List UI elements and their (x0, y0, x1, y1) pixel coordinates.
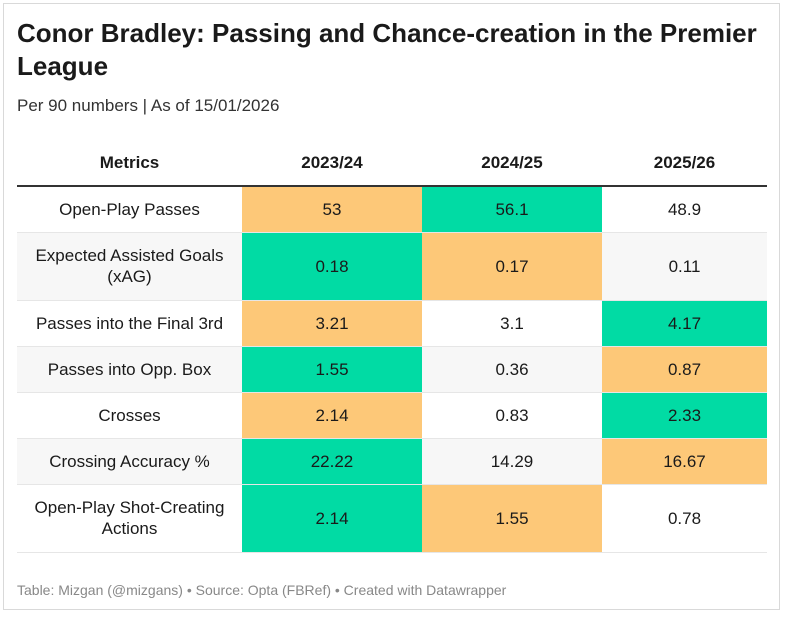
metric-label: Open-Play Passes (17, 186, 242, 233)
metrics-table: Metrics 2023/24 2024/25 2025/26 Open-Pla… (17, 141, 767, 553)
table-row: Open-Play Shot-Creating Actions 2.14 1.55 0… (17, 484, 767, 553)
value-cell: 3.1 (422, 300, 602, 347)
table-row: Crosses 2.14 0.83 2.33 (17, 392, 767, 439)
value-cell: 0.18 (242, 232, 422, 301)
metric-label: Passes into the Final 3rd (17, 300, 242, 347)
metric-label: Expected Assisted Goals (xAG) (17, 232, 242, 301)
value-cell: 0.11 (602, 232, 767, 301)
table-row: Crossing Accuracy % 22.22 14.29 16.67 (17, 438, 767, 485)
chart-title: Conor Bradley: Passing and Chance-creati… (17, 18, 757, 81)
chart-footer: Table: Mizgan (@mizgans) • Source: Opta … (17, 582, 507, 598)
value-cell: 22.22 (242, 438, 422, 485)
column-header-2023-24[interactable]: 2023/24 (242, 141, 422, 187)
value-cell: 56.1 (422, 186, 602, 233)
metric-label: Crosses (17, 392, 242, 439)
value-cell: 0.17 (422, 232, 602, 301)
value-cell: 53 (242, 186, 422, 233)
table-row: Open-Play Passes 53 56.1 48.9 (17, 186, 767, 233)
column-header-metrics[interactable]: Metrics (17, 141, 242, 187)
column-header-2025-26[interactable]: 2025/26 (602, 141, 767, 187)
value-cell: 14.29 (422, 438, 602, 485)
metric-label: Passes into Opp. Box (17, 346, 242, 393)
value-cell: 1.55 (242, 346, 422, 393)
table-body: Open-Play Passes 53 56.1 48.9 Expected Assis… (17, 186, 767, 553)
metric-label: Open-Play Shot-Creating Actions (17, 484, 242, 553)
header-row: Metrics 2023/24 2024/25 2025/26 (17, 141, 767, 187)
chart-frame (3, 3, 780, 610)
value-cell: 0.83 (422, 392, 602, 439)
metric-label: Crossing Accuracy % (17, 438, 242, 485)
value-cell: 48.9 (602, 186, 767, 233)
table-row: Passes into the Final 3rd 3.21 3.1 4.17 (17, 300, 767, 347)
value-cell: 0.78 (602, 484, 767, 553)
value-cell: 4.17 (602, 300, 767, 347)
table-row: Expected Assisted Goals (xAG) 0.18 0.17 0.1… (17, 232, 767, 301)
value-cell: 3.21 (242, 300, 422, 347)
table-row: Passes into Opp. Box 1.55 0.36 0.87 (17, 346, 767, 393)
chart-subtitle: Per 90 numbers | As of 15/01/2026 (17, 96, 280, 115)
value-cell: 2.14 (242, 484, 422, 553)
value-cell: 2.33 (602, 392, 767, 439)
value-cell: 16.67 (602, 438, 767, 485)
column-header-2024-25[interactable]: 2024/25 (422, 141, 602, 187)
value-cell: 2.14 (242, 392, 422, 439)
value-cell: 0.87 (602, 346, 767, 393)
value-cell: 0.36 (422, 346, 602, 393)
value-cell: 1.55 (422, 484, 602, 553)
